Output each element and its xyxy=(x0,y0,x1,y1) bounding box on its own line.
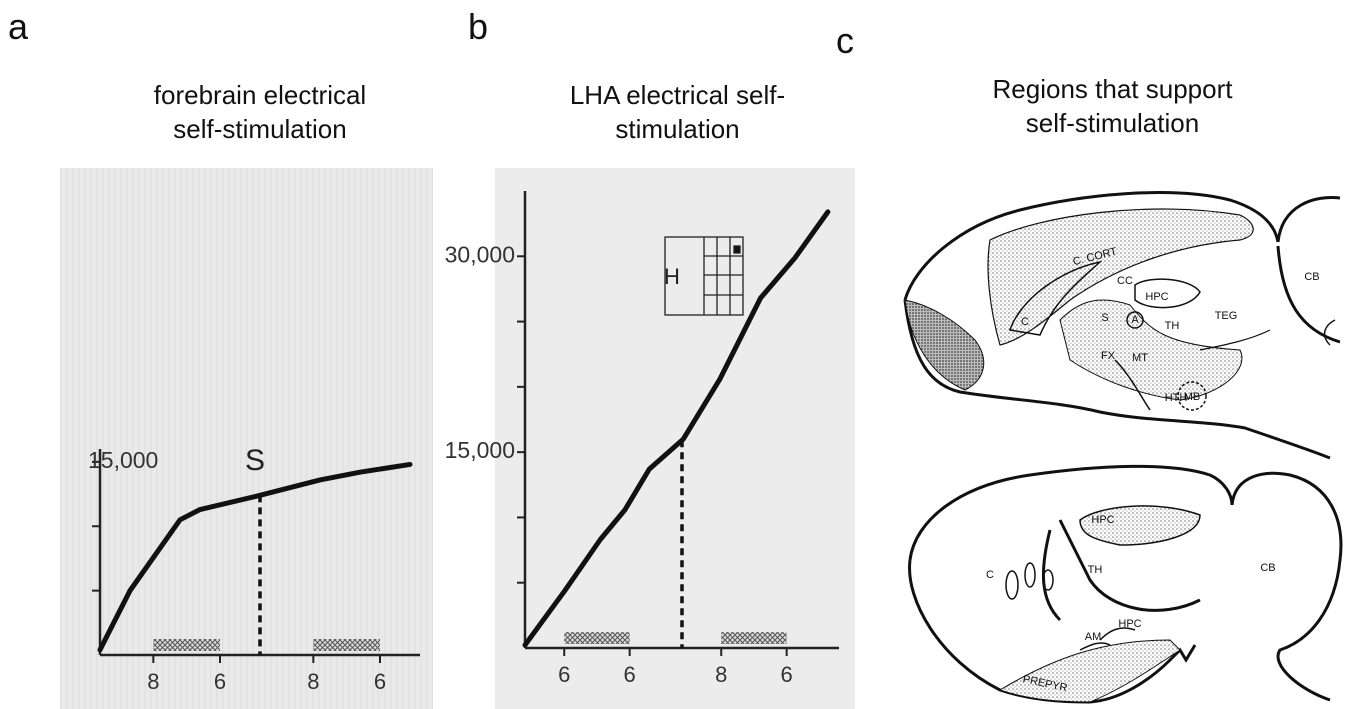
dark-period xyxy=(721,632,786,644)
region-label: FX xyxy=(1101,350,1116,362)
dark-period xyxy=(153,639,220,651)
dark-period xyxy=(564,632,629,644)
x-tick-label: 6 xyxy=(781,662,793,687)
x-tick-label: 8 xyxy=(147,669,159,694)
y-tick-label: 15,000 xyxy=(445,437,515,463)
region-label: A xyxy=(1131,314,1139,326)
region-label: TH xyxy=(1088,564,1103,576)
x-tick-label: 6 xyxy=(558,662,570,687)
region-label: HPC xyxy=(1118,618,1141,630)
page: a b c forebrain electrical self-stimulat… xyxy=(0,0,1356,709)
figure: 15,0008686S15,00030,0006686H C. CORTCCHP… xyxy=(0,0,1356,709)
y-tick-label: 30,000 xyxy=(445,241,515,267)
region-label: C xyxy=(1021,316,1029,328)
paper-background xyxy=(60,168,433,709)
y-tick-label: 15,000 xyxy=(88,447,158,473)
region-label: HPC xyxy=(1091,514,1114,526)
region-label: MB xyxy=(1184,391,1201,403)
region-label: C xyxy=(986,569,994,581)
annotation: H xyxy=(664,264,680,289)
x-tick-label: 6 xyxy=(624,662,636,687)
x-tick-label: 8 xyxy=(715,662,727,687)
region-label: HPC xyxy=(1145,291,1168,303)
region-label: TH xyxy=(1165,320,1180,332)
region-label: CB xyxy=(1304,271,1319,283)
region-label: AM xyxy=(1085,631,1102,643)
x-tick-label: 6 xyxy=(214,669,226,694)
region-label: MT xyxy=(1132,352,1148,364)
brain-diagram-upper xyxy=(905,193,1340,458)
x-tick-label: 6 xyxy=(374,669,386,694)
region-label: TEG xyxy=(1215,310,1238,322)
brain-diagram-lower xyxy=(910,466,1341,702)
region-label: CC xyxy=(1117,275,1133,287)
annotation: S xyxy=(245,444,265,477)
x-tick-label: 8 xyxy=(307,669,319,694)
region-label: S xyxy=(1101,312,1108,324)
region-label: CB xyxy=(1260,562,1275,574)
dark-period xyxy=(313,639,380,651)
